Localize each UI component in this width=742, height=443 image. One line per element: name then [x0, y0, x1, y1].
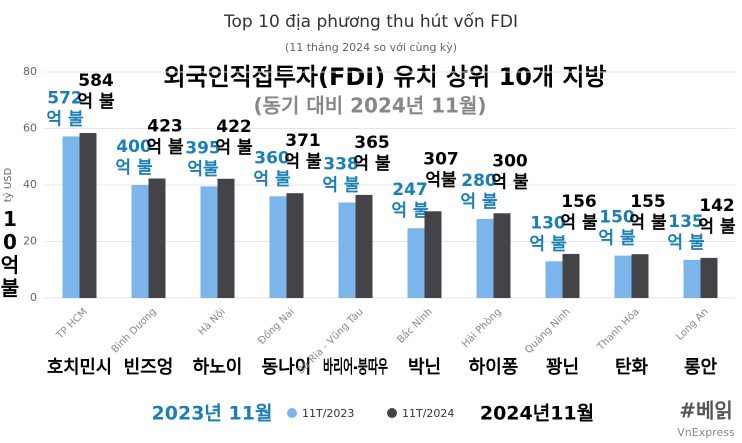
value-label: 142 억 불 — [698, 196, 736, 237]
chart-title: Top 10 địa phương thu hút vốn FDI — [223, 11, 518, 32]
value-label: 422 억 불 — [215, 117, 253, 158]
x-tick-label: Hải Phòng — [459, 306, 503, 350]
value-label: 307 억불 — [423, 149, 459, 190]
bar — [545, 261, 563, 298]
bar — [286, 193, 304, 298]
value-label: 584 억 불 — [77, 71, 115, 112]
x-tick-label: Quảng Ninh — [522, 306, 572, 356]
overlay-category: 바리어-붕따우 — [323, 357, 388, 378]
y-tick-label: 60 — [23, 122, 37, 135]
bar — [562, 253, 580, 298]
bar — [217, 178, 235, 298]
overlay-category: 탄화 — [615, 357, 649, 378]
value-label: 300 억 불 — [491, 151, 529, 192]
value-label: 150 억 불 — [598, 208, 636, 249]
bar — [424, 211, 442, 298]
x-tick-label: Hà Nội — [196, 306, 228, 338]
y-tick-label: 80 — [23, 65, 37, 78]
x-tick-label: Thanh Hóa — [594, 306, 642, 354]
bar — [269, 196, 287, 298]
y-axis-label: tỷ USD — [2, 168, 14, 203]
value-label: 247 억 불 — [391, 180, 429, 221]
legend-label: 11T/2023 — [302, 407, 354, 420]
x-tick-label: Long An — [674, 306, 710, 342]
y-tick-label: 20 — [23, 235, 37, 248]
overlay-category: 하이퐁 — [469, 357, 519, 378]
overlay-legend: 2024년11월 — [480, 403, 594, 425]
x-tick-label: Đồng Nai — [256, 306, 297, 347]
value-label: 400 억 불 — [115, 137, 153, 178]
value-label: 371 억 불 — [284, 131, 322, 172]
bar — [476, 218, 494, 298]
bar — [614, 255, 632, 298]
legend-marker — [387, 408, 397, 418]
value-label: 156 억 불 — [560, 192, 598, 233]
overlay-category: 꽝닌 — [546, 357, 579, 378]
bar — [700, 257, 718, 298]
x-tick-label: TP HCM — [54, 306, 90, 342]
overlay-title: 외국인직접투자(FDI) 유치 상위 10개 지방 — [163, 63, 606, 91]
chart-subtitle: (11 tháng 2024 so với cùng kỳ) — [285, 41, 457, 54]
value-label: 338 억 불 — [322, 155, 360, 196]
value-label: 155 억 불 — [629, 192, 667, 233]
overlay-category: 하노이 — [193, 357, 243, 378]
overlay-legend: 2023년 11월 — [152, 403, 273, 425]
bar — [407, 228, 425, 298]
x-tick-label: Bình Dương — [109, 306, 159, 356]
bar — [493, 213, 511, 298]
bar — [131, 185, 149, 298]
x-tick-label: Bắc Ninh — [394, 305, 435, 346]
bar — [355, 194, 373, 298]
value-label: 365 억 불 — [353, 133, 391, 174]
legend-label: 11T/2024 — [402, 407, 454, 420]
value-label: 135 억 불 — [667, 212, 705, 253]
overlay-category: 동나이 — [262, 357, 312, 378]
bar — [62, 136, 80, 298]
bar — [683, 259, 701, 298]
value-label: 395 억불 — [185, 138, 221, 179]
bar — [79, 133, 97, 298]
bar — [200, 186, 218, 298]
source: VnExpress — [677, 426, 735, 439]
value-label: 280 억 불 — [460, 171, 498, 212]
bar — [631, 254, 649, 298]
value-label: 360 억 불 — [253, 148, 291, 189]
bar — [148, 178, 166, 298]
overlay-subtitle: (동기 대비 2024년 11월) — [253, 94, 486, 118]
overlay-category: 박닌 — [408, 357, 441, 378]
value-label: 130 억 불 — [529, 213, 567, 254]
logo: #베읽 — [679, 399, 733, 423]
value-label: 423 억 불 — [146, 117, 184, 158]
overlay-category: 호치민시 — [47, 357, 112, 378]
value-label: 572 억 불 — [46, 88, 84, 129]
overlay-category: 롱안 — [684, 357, 718, 378]
bar — [338, 202, 356, 298]
y-tick-label: 40 — [23, 178, 37, 191]
overlay-category: 빈즈엉 — [124, 357, 174, 378]
y-tick-label: 0 — [30, 291, 37, 304]
legend-marker — [287, 408, 297, 418]
